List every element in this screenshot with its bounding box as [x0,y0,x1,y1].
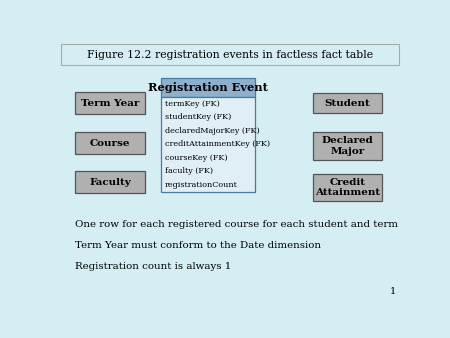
FancyBboxPatch shape [76,92,145,114]
FancyBboxPatch shape [313,93,382,114]
FancyBboxPatch shape [161,78,255,97]
FancyBboxPatch shape [62,45,399,65]
Text: faculty (FK): faculty (FK) [165,167,213,175]
Text: termKey (FK): termKey (FK) [165,100,220,108]
Text: creditAttainmentKey (FK): creditAttainmentKey (FK) [165,140,270,148]
Text: Declared
Major: Declared Major [322,136,374,156]
Text: Term Year must conform to the Date dimension: Term Year must conform to the Date dimen… [76,241,321,250]
Text: One row for each registered course for each student and term: One row for each registered course for e… [76,220,398,228]
Text: Course: Course [90,139,130,148]
Text: 1: 1 [390,287,396,296]
FancyBboxPatch shape [313,174,382,201]
FancyBboxPatch shape [161,97,255,192]
FancyBboxPatch shape [313,132,382,160]
Text: Student: Student [324,98,370,107]
Text: Credit
Attainment: Credit Attainment [315,178,380,197]
Text: Registration count is always 1: Registration count is always 1 [76,262,232,271]
Text: registrationCount: registrationCount [165,181,238,189]
Text: declaredMajorKey (FK): declaredMajorKey (FK) [165,127,260,135]
Text: studentKey (FK): studentKey (FK) [165,113,231,121]
Text: Faculty: Faculty [90,178,131,187]
Text: Registration Event: Registration Event [148,82,268,93]
FancyBboxPatch shape [76,171,145,193]
Text: Figure 12.2 registration events in factless fact table: Figure 12.2 registration events in factl… [87,50,373,60]
Text: Term Year: Term Year [81,98,140,107]
Text: courseKey (FK): courseKey (FK) [165,154,228,162]
FancyBboxPatch shape [76,132,145,154]
